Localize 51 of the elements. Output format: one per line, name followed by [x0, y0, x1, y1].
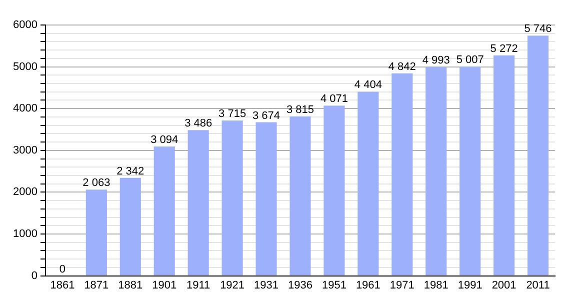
- bar: [154, 146, 175, 276]
- x-tick-label: 1981: [424, 279, 448, 292]
- y-tick-label: 3000: [12, 144, 38, 156]
- y-tick-label: 5000: [12, 60, 38, 73]
- bar: [324, 106, 345, 276]
- bar: [358, 92, 379, 276]
- data-label: 4 842: [388, 60, 416, 73]
- y-tick-label: 6000: [12, 19, 38, 32]
- data-label: 3 815: [286, 104, 314, 116]
- data-label: 3 715: [218, 108, 246, 120]
- bar: [256, 122, 277, 276]
- data-label: 3 674: [252, 110, 280, 122]
- x-tick-label: 1911: [186, 279, 210, 292]
- x-tick-label: 1861: [50, 279, 75, 292]
- x-tick-label: 1901: [152, 279, 177, 292]
- x-tick-label: 1871: [84, 279, 109, 292]
- bar: [188, 130, 209, 276]
- bar: [86, 190, 107, 276]
- y-tick-label: 2000: [12, 186, 38, 198]
- x-tick-label: 1991: [458, 279, 482, 292]
- bar: [460, 66, 481, 276]
- data-label: 5 007: [456, 54, 484, 66]
- bar: [120, 178, 141, 276]
- x-tick-label: 1971: [390, 279, 414, 292]
- data-label: 3 486: [184, 118, 212, 130]
- data-label: 2 342: [116, 165, 144, 178]
- data-label: 3 094: [150, 134, 178, 146]
- y-tick-label: 1000: [12, 228, 38, 240]
- bar: [222, 120, 243, 276]
- x-tick-label: 1961: [356, 279, 380, 292]
- x-tick-label: 1921: [220, 279, 245, 292]
- data-label: 4 993: [422, 54, 450, 67]
- data-label: 0: [59, 263, 66, 276]
- data-label: 5 746: [524, 23, 552, 36]
- x-tick-label: 1951: [322, 279, 346, 292]
- bar: [494, 55, 515, 276]
- data-label: 5 272: [490, 42, 518, 55]
- data-label: 4 404: [354, 79, 382, 92]
- y-tick-label: 0: [31, 270, 38, 282]
- data-label: 2 063: [82, 177, 110, 190]
- x-tick-label: 1881: [118, 279, 143, 292]
- x-tick-label: 1936: [288, 279, 312, 292]
- x-tick-label: 2001: [492, 279, 516, 292]
- x-tick-label: 2011: [526, 279, 550, 292]
- y-tick-label: 4000: [12, 102, 38, 115]
- bar: [392, 73, 413, 276]
- bar: [527, 36, 549, 276]
- data-label: 4 071: [320, 93, 348, 106]
- bar: [426, 67, 447, 276]
- bar: [290, 116, 311, 276]
- x-tick-label: 1931: [254, 279, 279, 292]
